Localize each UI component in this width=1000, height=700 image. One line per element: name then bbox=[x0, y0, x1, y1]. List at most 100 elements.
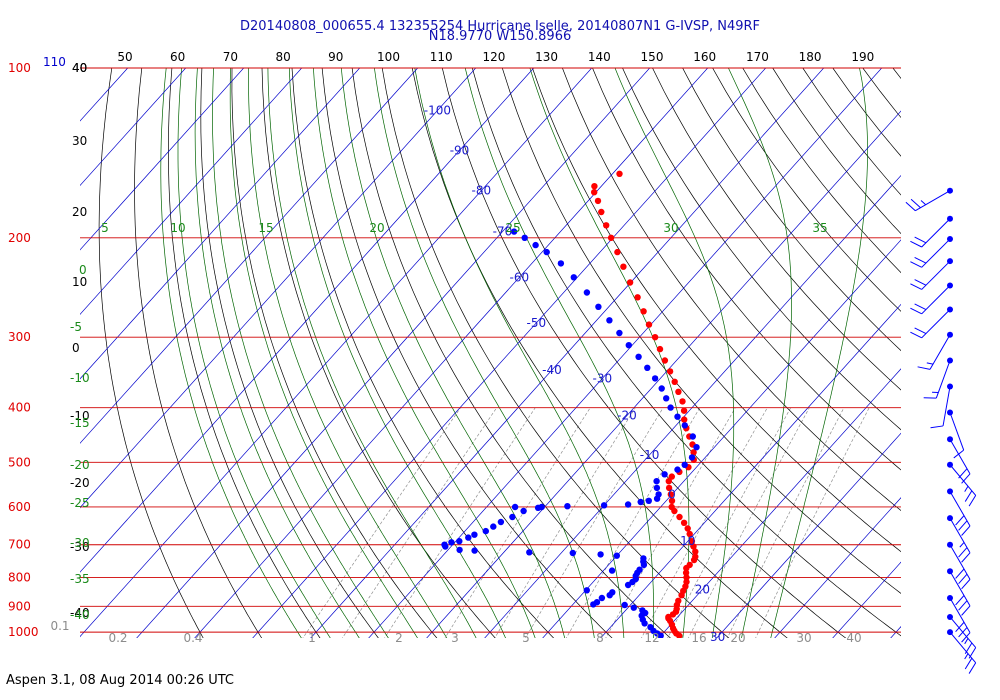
dewpoint-point bbox=[583, 289, 591, 296]
dry-adiabat-label: 0 bbox=[72, 341, 80, 355]
wind-barb-staff bbox=[921, 260, 951, 290]
dewpoint-point bbox=[564, 503, 571, 510]
top-scale-label: 190 bbox=[851, 50, 874, 64]
top-scale-label: 140 bbox=[588, 50, 611, 64]
wind-barb-flag bbox=[961, 473, 971, 484]
dry-adiabat-line bbox=[98, 68, 204, 638]
dry-adiabat-line bbox=[321, 68, 613, 638]
wind-barbs bbox=[905, 187, 977, 674]
wind-barb-staff bbox=[949, 616, 977, 648]
isotherm-line bbox=[310, 68, 825, 638]
pressure-tick-label: 400 bbox=[8, 401, 31, 415]
isotherm-line bbox=[80, 68, 361, 380]
moist-adiabat-label: -40 bbox=[70, 608, 90, 622]
mixing-ratio-label: 30 bbox=[796, 631, 811, 645]
wind-barb-flag bbox=[958, 573, 968, 584]
wind-barb-flag bbox=[914, 256, 927, 264]
wind-barb-staff bbox=[949, 464, 977, 496]
dewpoint-point bbox=[651, 375, 659, 382]
dewpoint-point bbox=[624, 501, 632, 508]
temperature-point bbox=[634, 294, 641, 301]
wind-barb-flag bbox=[955, 621, 965, 633]
isobar-lines bbox=[80, 67, 901, 633]
wind-barb-staff bbox=[949, 412, 965, 451]
wind-barb bbox=[947, 568, 971, 616]
moist-adiabat-line bbox=[728, 68, 792, 638]
dewpoint-point bbox=[598, 594, 606, 602]
wind-barb bbox=[905, 187, 953, 212]
isotherm-label: -80 bbox=[471, 184, 491, 198]
isotherm-line bbox=[774, 497, 901, 638]
pressure-tick-label: 200 bbox=[8, 231, 31, 245]
wind-barb-flag bbox=[914, 279, 927, 286]
temperature-point bbox=[614, 248, 621, 256]
dry-adiabat-line bbox=[200, 68, 379, 638]
mixing-ratio-line bbox=[726, 407, 845, 638]
wind-barb-staff bbox=[921, 309, 951, 339]
isotherm-line bbox=[80, 68, 477, 509]
isotherm-line bbox=[368, 68, 883, 638]
top-scale-label: 110 bbox=[43, 55, 66, 69]
dry-adiabat-line bbox=[261, 68, 496, 638]
dewpoint-point bbox=[681, 422, 688, 429]
top-scale-label: 80 bbox=[275, 50, 290, 64]
temperature-point bbox=[680, 407, 688, 414]
mixing-ratio-label: 0.1 bbox=[50, 619, 69, 633]
temperature-point bbox=[671, 378, 678, 385]
mixing-ratio-label: 3 bbox=[451, 631, 459, 645]
wind-barb-flag bbox=[964, 657, 973, 670]
dry-adiabat-line bbox=[923, 68, 1000, 644]
wind-barb-staff bbox=[949, 544, 971, 580]
dewpoint-point bbox=[644, 364, 651, 371]
wind-barb-staff bbox=[915, 190, 951, 212]
moist-adiabat-line bbox=[770, 68, 868, 638]
wind-barb bbox=[947, 595, 971, 643]
isotherm-label: -70 bbox=[493, 225, 513, 239]
isotherm-line bbox=[600, 303, 901, 638]
moist-adiabat-line bbox=[267, 68, 477, 638]
moist-adiabat-label: 0 bbox=[79, 263, 87, 277]
temperature-point bbox=[683, 578, 690, 586]
wind-barb-flag bbox=[964, 490, 973, 502]
dry-adiabat-line bbox=[832, 68, 901, 157]
temperature-point bbox=[656, 345, 664, 353]
isotherm-label: -40 bbox=[542, 363, 562, 377]
wind-barb bbox=[917, 331, 953, 370]
wind-barb-flag bbox=[910, 307, 922, 315]
isotherm-label: -10 bbox=[640, 448, 660, 462]
dewpoint-point bbox=[606, 317, 613, 324]
wind-barb-flag bbox=[955, 515, 965, 526]
temperature-point bbox=[686, 530, 693, 538]
wind-barb bbox=[910, 258, 953, 290]
temperature-point bbox=[681, 416, 688, 423]
dry-adiabat-line bbox=[381, 68, 730, 638]
temperature-point bbox=[607, 234, 615, 241]
moist-adiabat-line bbox=[374, 68, 595, 638]
dewpoint-point bbox=[526, 549, 533, 556]
dry-adiabat-line bbox=[622, 68, 901, 431]
wind-barb-half-flag bbox=[964, 485, 969, 492]
wind-barb bbox=[947, 409, 965, 459]
moist-adiabat-line bbox=[529, 68, 690, 638]
dewpoint-point bbox=[608, 567, 616, 574]
dewpoint-point bbox=[645, 497, 652, 504]
wind-barb-staff bbox=[921, 285, 951, 315]
top-scale-label: 150 bbox=[641, 50, 664, 64]
dewpoint-point bbox=[630, 604, 637, 611]
temperature-point bbox=[651, 334, 659, 341]
wind-barb bbox=[910, 306, 953, 339]
wind-barb-flag bbox=[910, 331, 922, 339]
dewpoint-point bbox=[520, 507, 527, 515]
wind-barb bbox=[947, 629, 977, 674]
mixing-ratio-line bbox=[302, 407, 461, 638]
temperature-point bbox=[683, 574, 690, 581]
mixing-ratio-line bbox=[384, 407, 536, 638]
dewpoint-point bbox=[693, 444, 700, 451]
chart-title-line-2: N18.9770 W150.8966 bbox=[428, 29, 572, 44]
temperature-point bbox=[598, 208, 605, 216]
temperature-point bbox=[676, 513, 683, 521]
dewpoint-point bbox=[609, 589, 616, 596]
dewpoint-point bbox=[653, 484, 661, 492]
dewpoint-point bbox=[689, 433, 696, 440]
dewpoint-point bbox=[640, 555, 647, 562]
